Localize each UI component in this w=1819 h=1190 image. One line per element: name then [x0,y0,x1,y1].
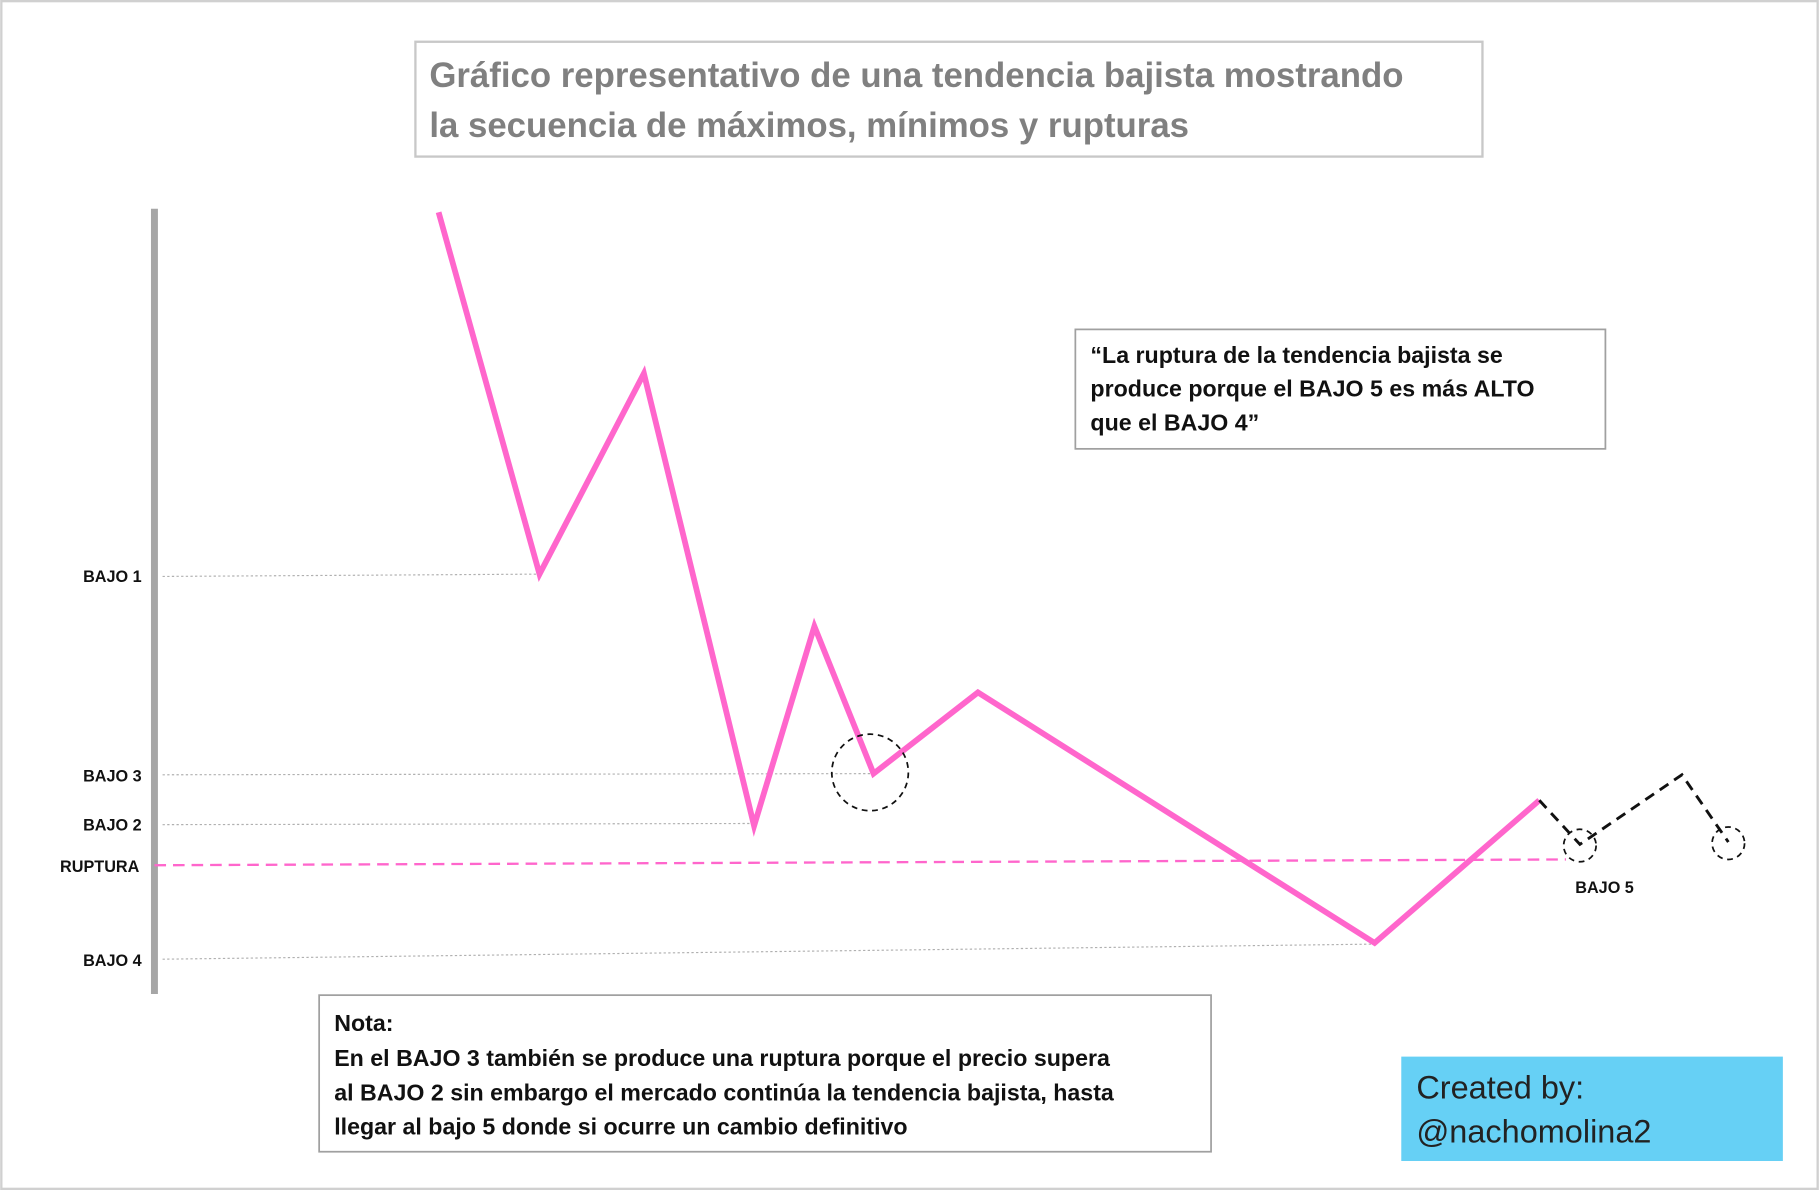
note-line: al BAJO 2 sin embargo el mercado continú… [334,1080,1115,1106]
level-lines [162,573,1375,960]
quote-line: “La ruptura de la tendencia bajista se [1090,342,1502,368]
note-line: llegar al bajo 5 donde si ocurre un camb… [334,1113,907,1139]
level-label: RUPTURA [60,858,140,876]
quote-line: que el BAJO 4” [1090,409,1259,435]
note-heading: Nota: [334,1010,393,1036]
credit-line: Created by: [1416,1069,1584,1105]
ruptura-line [154,858,1566,867]
level-label: BAJO 1 [83,568,142,586]
level-label: BAJO 5 [1575,879,1634,897]
level-label: BAJO 4 [83,952,142,970]
level-label: BAJO 2 [83,816,142,834]
quote-line: produce porque el BAJO 5 es más ALTO [1090,376,1534,402]
level-label: BAJO 3 [83,768,142,786]
title-box [414,40,1484,158]
note-line: En el BAJO 3 también se produce una rupt… [334,1045,1111,1071]
title-line: la secuencia de máximos, mínimos y ruptu… [429,107,1189,145]
title-line: Gráfico representativo de una tendencia … [429,57,1403,95]
note-box [318,994,1212,1153]
price-line [435,211,1542,947]
credit-line: @nachomolina2 [1416,1113,1651,1149]
credit-box [1401,1056,1783,1162]
highlight-circles [830,733,1746,863]
quote-box [1074,328,1607,450]
